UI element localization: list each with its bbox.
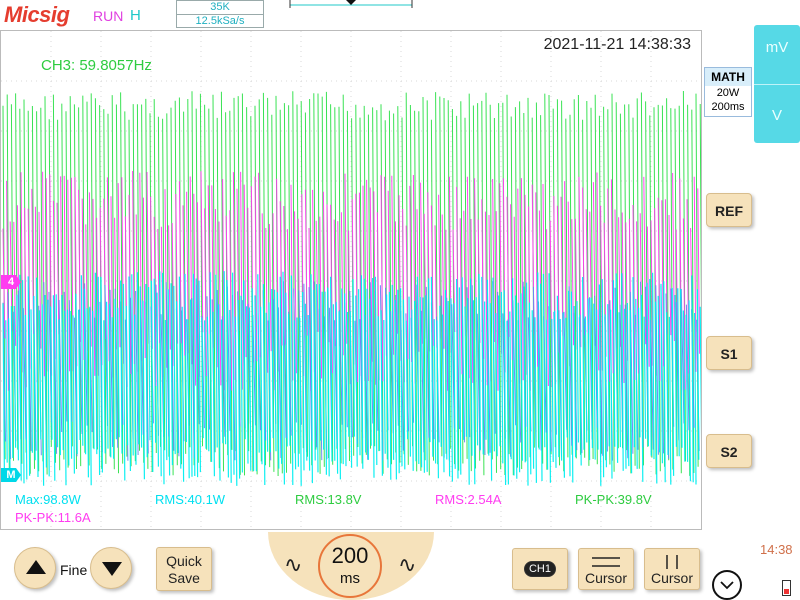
down-button[interactable] (90, 547, 132, 589)
ch4-pkpk-measurement: PK-PK:11.6A (15, 510, 91, 525)
bottom-control-bar: Fine Quick Save ∿ 200 ms ∿ CH1 Cursor (0, 532, 800, 600)
trigger-mode[interactable]: H (130, 7, 141, 24)
down-triangle-icon (102, 562, 122, 576)
ref-button[interactable]: REF (706, 193, 752, 227)
unit-divider (754, 84, 800, 85)
ch1-badge: CH1 (524, 561, 556, 577)
cursor-label: Cursor (650, 570, 693, 586)
ch4-rms-measurement: RMS:2.54A (435, 492, 502, 507)
channel-select-button[interactable]: CH1 (512, 548, 568, 590)
vertical-cursor-icon (666, 555, 678, 569)
ch3-pkpk-measurement: PK-PK:39.8V (575, 492, 652, 507)
unit-up-button[interactable]: mV (765, 39, 789, 56)
math-title: MATH (705, 68, 751, 86)
sample-rate: 12.5kSa/s (177, 14, 263, 27)
vertical-cursor-button[interactable]: Cursor (644, 548, 700, 590)
math-scale: 20W (716, 87, 740, 99)
horizontal-cursor-button[interactable]: Cursor (578, 548, 634, 590)
sine-wave-icon[interactable]: ∿ (398, 552, 417, 577)
quick-save-button[interactable]: Quick Save (156, 547, 212, 591)
memory-depth: 35K (210, 1, 230, 13)
quick-save-label-2: Save (168, 570, 200, 586)
up-triangle-icon (26, 560, 46, 574)
run-status[interactable]: RUN (93, 8, 124, 24)
horizontal-cursor-icon (592, 557, 620, 567)
battery-low-icon (782, 580, 791, 596)
math-timebase: 200ms (711, 101, 745, 113)
brand-logo: Micsig (4, 2, 70, 27)
s1-button[interactable]: S1 (706, 336, 752, 370)
acquisition-info[interactable]: 35K 12.5kSa/s (176, 0, 264, 28)
waveform-traces (1, 31, 701, 529)
unit-down-button[interactable]: V (771, 107, 782, 124)
math-channel-info[interactable]: MATH 20W 200ms (704, 67, 752, 117)
frequency-readout: CH3: 59.8057Hz (41, 57, 152, 74)
chevron-down-icon[interactable] (712, 570, 742, 600)
fine-label: Fine (60, 562, 88, 578)
waveform-display[interactable]: 2021-11-21 14:38:33 CH3: 59.8057Hz 4 M M… (0, 30, 702, 530)
clock: 14:38 (760, 542, 793, 557)
ch3-rms-measurement: RMS:13.8V (295, 492, 362, 507)
timebase-unit: ms (340, 570, 360, 587)
timebase-value: 200 (331, 543, 369, 568)
up-button[interactable] (14, 547, 56, 589)
math-rms-measurement: RMS:40.1W (155, 492, 226, 507)
sine-wave-icon[interactable]: ∿ (284, 552, 303, 577)
s2-button[interactable]: S2 (706, 434, 752, 468)
quick-save-label-1: Quick (166, 553, 202, 569)
math-trace (2, 271, 701, 486)
math-level-marker[interactable]: M (1, 468, 21, 482)
trigger-position-icon[interactable] (289, 0, 413, 10)
top-status-bar: Micsig RUN H 35K 12.5kSa/s (0, 0, 800, 30)
chevron-glyph (720, 581, 734, 590)
math-max-measurement: Max:98.8W (15, 492, 81, 507)
timebase-dial[interactable]: 200 ms (318, 534, 382, 598)
ch4-level-marker[interactable]: 4 (1, 275, 21, 289)
vertical-unit-panel[interactable]: mV V (754, 25, 800, 143)
timestamp: 2021-11-21 14:38:33 (543, 36, 691, 53)
cursor-label: Cursor (584, 570, 627, 586)
